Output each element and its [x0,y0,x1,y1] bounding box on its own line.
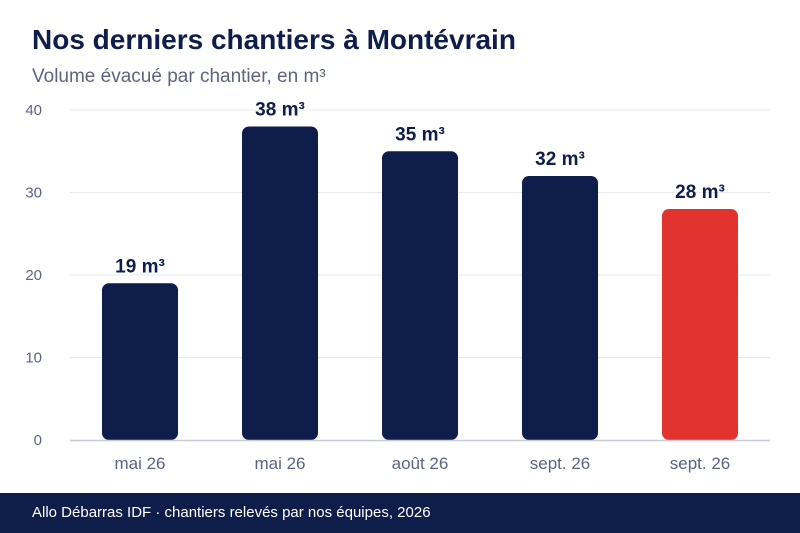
y-tick-label: 0 [34,432,42,449]
data-label: 38 m³ [255,100,305,121]
bar [242,126,318,440]
bar-chart: 0 10 20 30 40 19 m³ mai 26 38 m³ mai 26 35 m³ août… [25,100,770,473]
chart-title: Nos derniers chantiers à Montévrain [32,24,516,55]
x-tick-label: août 26 [392,454,449,473]
footer-source: Allo Débarras IDF · chantiers relevés pa… [32,504,431,521]
bar [102,283,178,440]
x-tick-label: mai 26 [254,454,305,473]
y-tick-label: 20 [25,267,42,284]
bar [382,151,458,440]
footer-bar: Allo Débarras IDF · chantiers relevés pa… [0,493,800,533]
y-tick-label: 30 [25,185,42,202]
data-label: 28 m³ [675,182,725,203]
chart-subtitle: Volume évacué par chantier, en m³ [32,66,326,87]
x-tick-label: sept. 26 [670,454,731,473]
y-tick-label: 40 [25,102,42,119]
x-tick-label: sept. 26 [530,454,591,473]
data-label: 35 m³ [395,124,445,145]
bar [522,176,598,440]
data-label: 32 m³ [535,149,585,170]
data-label: 19 m³ [115,256,165,277]
bar [662,209,738,440]
x-tick-label: mai 26 [114,454,165,473]
y-tick-label: 10 [25,350,42,367]
